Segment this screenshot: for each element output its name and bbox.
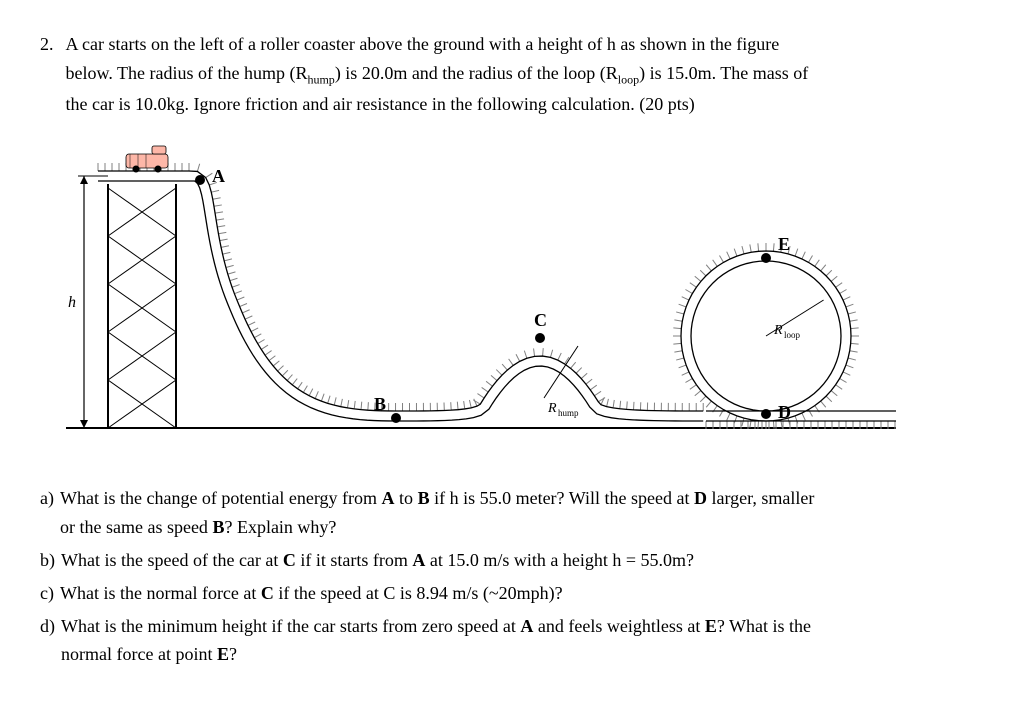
qa-A: A (382, 488, 395, 508)
qa-D: D (694, 488, 707, 508)
qa-l2-suffix: ? Explain why? (224, 517, 336, 537)
qb-mid1: if it starts from (296, 550, 412, 570)
qa-prefix: What is the change of potential energy f… (60, 488, 382, 508)
question-a-letter: a) (40, 484, 54, 542)
stem-line-1: A car starts on the left of a roller coa… (66, 30, 985, 59)
qa-l2-prefix: or the same as speed (60, 517, 212, 537)
qa-mid3: larger, smaller (707, 488, 814, 508)
qd-E: E (705, 616, 717, 636)
svg-text:B: B (374, 394, 386, 414)
qd-l2-prefix: normal force at point (61, 644, 217, 664)
question-d: d) What is the minimum height if the car… (40, 612, 984, 670)
qd-E2: E (217, 644, 229, 664)
qa-mid1: to (395, 488, 418, 508)
svg-text:C: C (534, 310, 547, 330)
svg-text:hump: hump (558, 408, 579, 418)
stem-line-2: below. The radius of the hump (Rhump) is… (66, 59, 985, 90)
question-d-text: What is the minimum height if the car st… (61, 612, 984, 670)
question-c: c) What is the normal force at C if the … (40, 579, 984, 608)
problem-wrapper: 2. A car starts on the left of a roller … (40, 30, 984, 474)
svg-text:D: D (778, 402, 791, 422)
svg-text:R: R (547, 401, 557, 416)
qa-B2: B (212, 517, 224, 537)
qc-C: C (261, 583, 274, 603)
question-b-letter: b) (40, 546, 55, 575)
qd-l2-suffix: ? (229, 644, 237, 664)
svg-text:loop: loop (784, 330, 801, 340)
qa-B: B (418, 488, 430, 508)
qc-suffix: if the speed at C is 8.94 m/s (~20mph)? (274, 583, 563, 603)
svg-text:A: A (212, 166, 225, 186)
qd-mid1: and feels weightless at (533, 616, 704, 636)
stem-sub-loop: loop (618, 72, 639, 86)
question-b-text: What is the speed of the car at C if it … (61, 546, 984, 575)
stem-sub-hump: hump (307, 72, 334, 86)
stem-line-2-mid: ) is 20.0m and the radius of the loop (R (335, 63, 618, 83)
question-b: b) What is the speed of the car at C if … (40, 546, 984, 575)
problem-body: A car starts on the left of a roller coa… (66, 30, 985, 474)
qb-suffix: at 15.0 m/s with a height h = 55.0m? (425, 550, 694, 570)
question-d-letter: d) (40, 612, 55, 670)
questions-list: a) What is the change of potential energ… (40, 484, 984, 669)
qd-prefix: What is the minimum height if the car st… (61, 616, 520, 636)
question-c-text: What is the normal force at C if the spe… (60, 579, 984, 608)
stem-line-2-prefix: below. The radius of the hump (R (66, 63, 308, 83)
qb-A: A (412, 550, 425, 570)
svg-text:R: R (773, 323, 783, 338)
svg-text:h: h (68, 294, 76, 311)
svg-text:E: E (778, 234, 790, 254)
stem-line-3: the car is 10.0kg. Ignore friction and a… (66, 90, 985, 119)
rollercoaster-figure: hABCDERhumpRloop (66, 136, 896, 456)
question-a: a) What is the change of potential energ… (40, 484, 984, 542)
qa-mid2: if h is 55.0 meter? Will the speed at (430, 488, 694, 508)
stem-line-2-suffix: ) is 15.0m. The mass of (639, 63, 808, 83)
qd-A: A (520, 616, 533, 636)
question-c-letter: c) (40, 579, 54, 608)
qb-prefix: What is the speed of the car at (61, 550, 283, 570)
qb-C: C (283, 550, 296, 570)
qd-mid2: ? What is the (717, 616, 811, 636)
question-a-text: What is the change of potential energy f… (60, 484, 984, 542)
qc-prefix: What is the normal force at (60, 583, 261, 603)
problem-number: 2. (40, 30, 54, 474)
figure-container: hABCDERhumpRloop (66, 136, 985, 456)
